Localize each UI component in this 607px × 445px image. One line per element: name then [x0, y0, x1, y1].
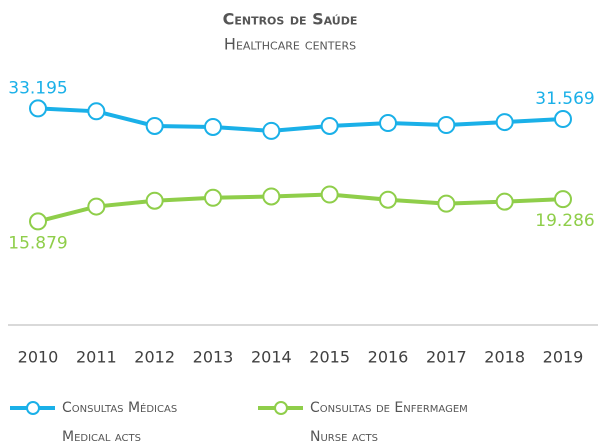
x-tick-label: 2010 [18, 348, 59, 367]
point [320, 185, 339, 204]
data-label: 33.195 [8, 78, 67, 98]
point [437, 194, 456, 213]
series-line [37, 106, 564, 133]
point [145, 116, 164, 135]
x-tick-label: 2014 [251, 348, 292, 367]
point [320, 116, 339, 135]
point [204, 188, 222, 207]
x-tick-label: 2015 [309, 348, 350, 367]
x-tick-label: 2011 [76, 348, 117, 367]
x-tick-label: 2016 [368, 348, 409, 367]
data-label: 15.879 [8, 233, 67, 253]
legend-marker [26, 401, 40, 415]
point [495, 113, 514, 132]
point [145, 191, 164, 210]
point [262, 121, 281, 140]
series-line [37, 192, 564, 224]
point [379, 190, 397, 209]
point [87, 197, 106, 216]
x-tick-label: 2018 [484, 348, 525, 367]
point [554, 190, 572, 209]
x-tick-label: 2019 [543, 348, 584, 367]
x-tick-label: 2017 [426, 348, 467, 367]
point [262, 187, 281, 206]
point [29, 99, 47, 118]
point [29, 212, 47, 231]
point [437, 116, 456, 135]
x-tick-label: 2013 [193, 348, 234, 367]
chart-title: Centros de Saúde [223, 10, 358, 29]
data-label: 19.286 [535, 211, 594, 231]
legend-marker [274, 401, 288, 415]
data-label: 31.569 [535, 89, 594, 109]
point [379, 114, 397, 133]
point [554, 110, 572, 129]
point [495, 192, 514, 211]
point [204, 117, 222, 136]
legend-sublabel: Nurse acts [310, 429, 378, 445]
x-tick-label: 2012 [134, 348, 175, 367]
legend-label: Consultas Médicas [62, 400, 177, 416]
point [87, 102, 106, 121]
legend-sublabel: Medical acts [62, 429, 141, 445]
legend-label: Consultas de Enfermagem [310, 400, 468, 416]
chart-subtitle: Healthcare centers [224, 35, 356, 54]
